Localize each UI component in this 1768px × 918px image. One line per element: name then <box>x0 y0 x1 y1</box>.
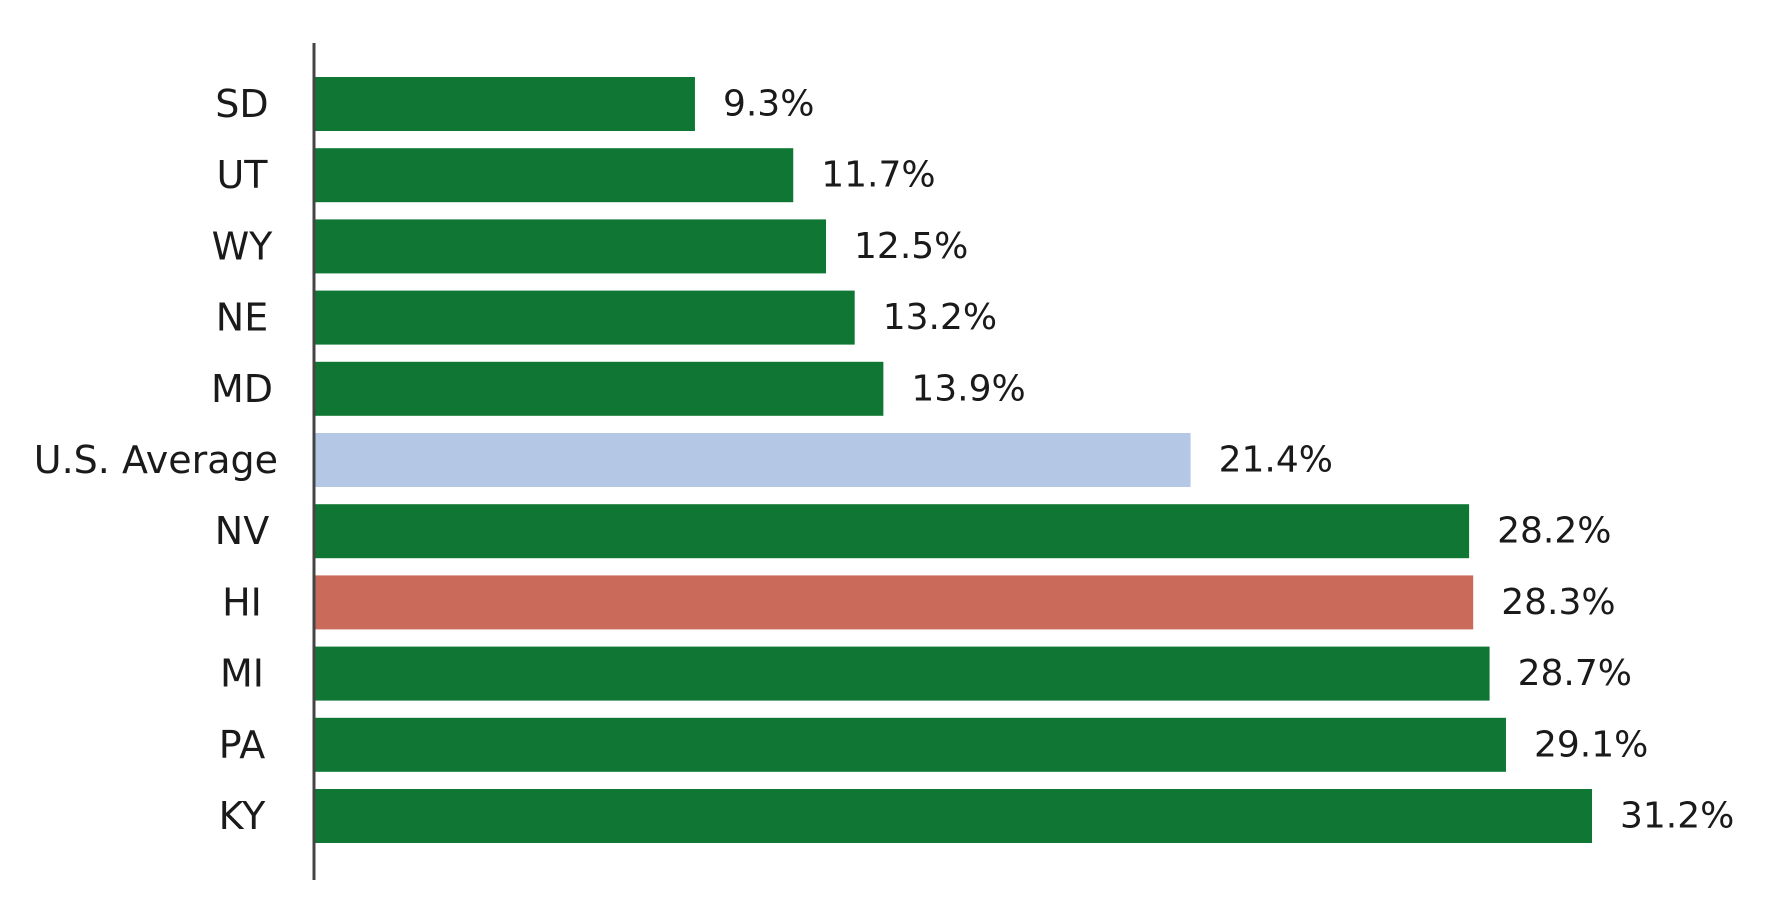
bar-hi <box>314 575 1474 630</box>
bar-sd <box>314 77 695 131</box>
value-labels-group: 9.3%11.7% 12.5% 13.2% 13.9% 21.4% 28.2% 28.3% 2… <box>723 84 1734 837</box>
category-label: KY <box>219 794 267 838</box>
bar-ky <box>314 789 1592 843</box>
value-label: 28.7% <box>1518 653 1632 694</box>
category-label: WY <box>212 224 274 268</box>
bar-wy <box>314 219 827 274</box>
bar-nv <box>314 504 1470 559</box>
bars-group <box>314 77 1592 843</box>
value-label: 29.1% <box>1534 724 1648 765</box>
category-label: UT <box>216 153 268 197</box>
category-label: MI <box>220 652 264 696</box>
bar-pa <box>314 717 1506 772</box>
category-label: HI <box>222 580 262 624</box>
bar-u-s-average <box>314 433 1191 487</box>
bar-md <box>314 361 884 416</box>
value-label: 13.2% <box>883 297 997 338</box>
category-labels-group: SD UT WY NE MD U.S. Average NV HI MI PA KY <box>34 82 278 838</box>
bar-mi <box>314 646 1490 701</box>
value-label: 9.3% <box>723 84 814 125</box>
category-label: SD <box>215 82 268 126</box>
category-label: MD <box>211 367 273 411</box>
value-label: 11.7% <box>821 155 935 196</box>
bar-ut <box>314 148 794 203</box>
bar-ne <box>314 290 855 345</box>
value-label: 13.9% <box>911 368 1025 409</box>
category-label: PA <box>219 723 265 767</box>
category-label: NV <box>215 509 269 553</box>
value-label: 21.4% <box>1219 440 1333 481</box>
category-label: U.S. Average <box>34 438 278 482</box>
category-label: NE <box>216 296 268 340</box>
value-label: 28.2% <box>1497 511 1611 552</box>
value-label: 12.5% <box>854 226 968 267</box>
value-label: 31.2% <box>1620 796 1734 837</box>
value-label: 28.3% <box>1501 582 1615 623</box>
